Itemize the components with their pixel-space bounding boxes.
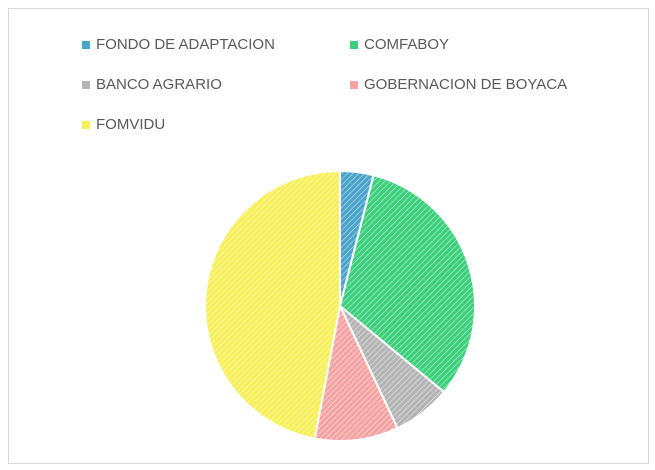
legend-label: GOBERNACION DE BOYACA xyxy=(364,76,567,93)
pie-slice xyxy=(204,169,341,440)
legend-marker xyxy=(82,41,90,49)
legend-marker xyxy=(350,81,358,89)
legend-label: FOMVIDU xyxy=(96,116,165,133)
pie-slice xyxy=(313,302,399,442)
legend-marker xyxy=(82,81,90,89)
legend-marker xyxy=(350,41,358,49)
legend-label: FONDO DE ADAPTACION xyxy=(96,36,275,53)
legend-label: COMFABOY xyxy=(364,36,449,53)
pie-slice xyxy=(338,174,476,394)
legend-marker xyxy=(82,121,90,129)
legend-label: BANCO AGRARIO xyxy=(96,76,222,93)
